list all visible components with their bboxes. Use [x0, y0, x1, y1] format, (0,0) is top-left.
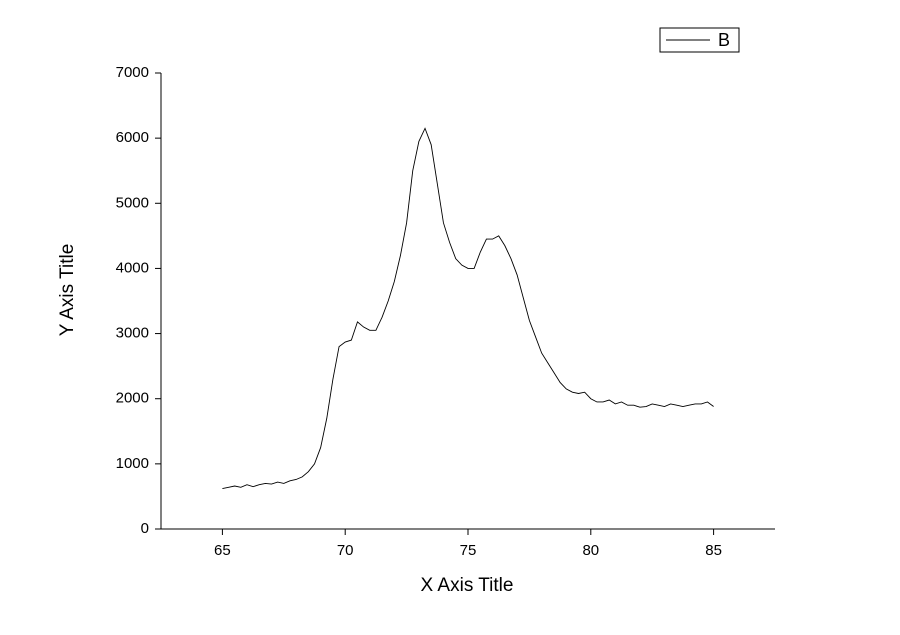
y-tick-label: 5000	[116, 194, 149, 211]
x-tick-label: 80	[582, 542, 599, 559]
y-tick-label: 7000	[116, 64, 149, 81]
legend-label: B	[718, 30, 730, 50]
y-tick-label: 4000	[116, 259, 149, 276]
y-tick-label: 2000	[116, 390, 149, 407]
y-tick-label: 3000	[116, 325, 149, 342]
x-tick-label: 85	[705, 542, 722, 559]
y-tick-label: 1000	[116, 455, 149, 472]
x-tick-label: 70	[337, 542, 354, 559]
x-tick-label: 65	[214, 542, 231, 559]
y-tick-label: 6000	[116, 129, 149, 146]
data-line	[222, 127, 714, 490]
y-tick-label: 0	[141, 520, 149, 537]
x-tick-label: 75	[460, 542, 477, 559]
y-axis-title: Y Axis Title	[57, 244, 78, 337]
x-axis-title: X Axis Title	[421, 575, 514, 596]
